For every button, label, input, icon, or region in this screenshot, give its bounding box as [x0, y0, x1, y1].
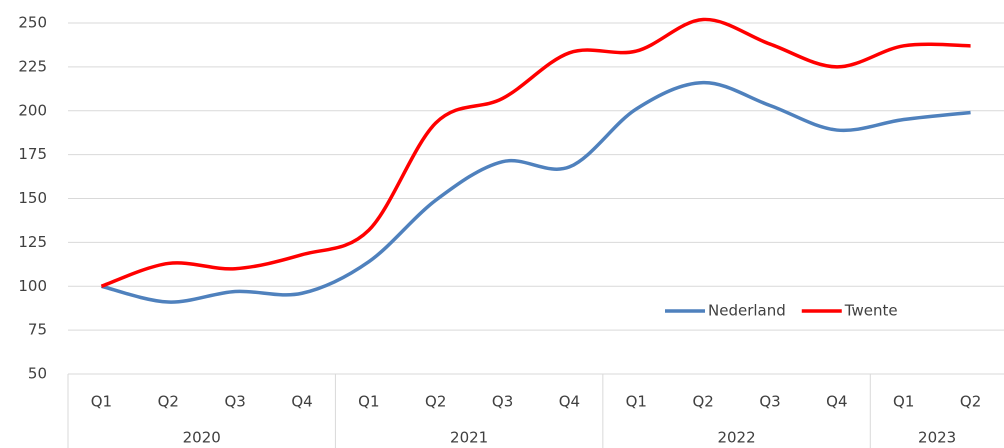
x-tick-label: Q4 — [559, 393, 580, 411]
x-group-label: 2020 — [183, 429, 221, 447]
x-tick-label: Q2 — [425, 393, 446, 411]
y-tick-label: 100 — [18, 277, 47, 295]
x-tick-label: Q3 — [224, 393, 245, 411]
x-tick-label: Q2 — [158, 393, 179, 411]
y-tick-label: 175 — [18, 145, 47, 163]
y-tick-label: 75 — [28, 321, 47, 339]
x-tick-label: Q2 — [960, 393, 981, 411]
y-tick-label: 150 — [18, 189, 47, 207]
y-tick-label: 50 — [28, 365, 47, 383]
y-tick-label: 125 — [18, 233, 47, 251]
x-group-label: 2022 — [717, 429, 755, 447]
x-tick-label: Q1 — [893, 393, 914, 411]
x-tick-label: Q3 — [759, 393, 780, 411]
x-tick-label: Q1 — [358, 393, 379, 411]
x-group-label: 2023 — [918, 429, 956, 447]
line-series — [100, 17, 971, 288]
legend-label: Nederland — [708, 302, 786, 320]
x-tick-label: Q1 — [626, 393, 647, 411]
y-tick-label: 250 — [18, 14, 47, 32]
legend-label: Twente — [844, 302, 898, 320]
x-group-label: 2021 — [450, 429, 488, 447]
x-tick-label: Q4 — [291, 393, 312, 411]
x-tick-label: Q4 — [826, 393, 847, 411]
x-tick-label: Q3 — [492, 393, 513, 411]
y-tick-label: 225 — [18, 57, 47, 75]
y-tick-label: 200 — [18, 101, 47, 119]
x-tick-label: Q1 — [91, 393, 112, 411]
x-tick-label: Q2 — [692, 393, 713, 411]
line-series — [101, 80, 971, 304]
